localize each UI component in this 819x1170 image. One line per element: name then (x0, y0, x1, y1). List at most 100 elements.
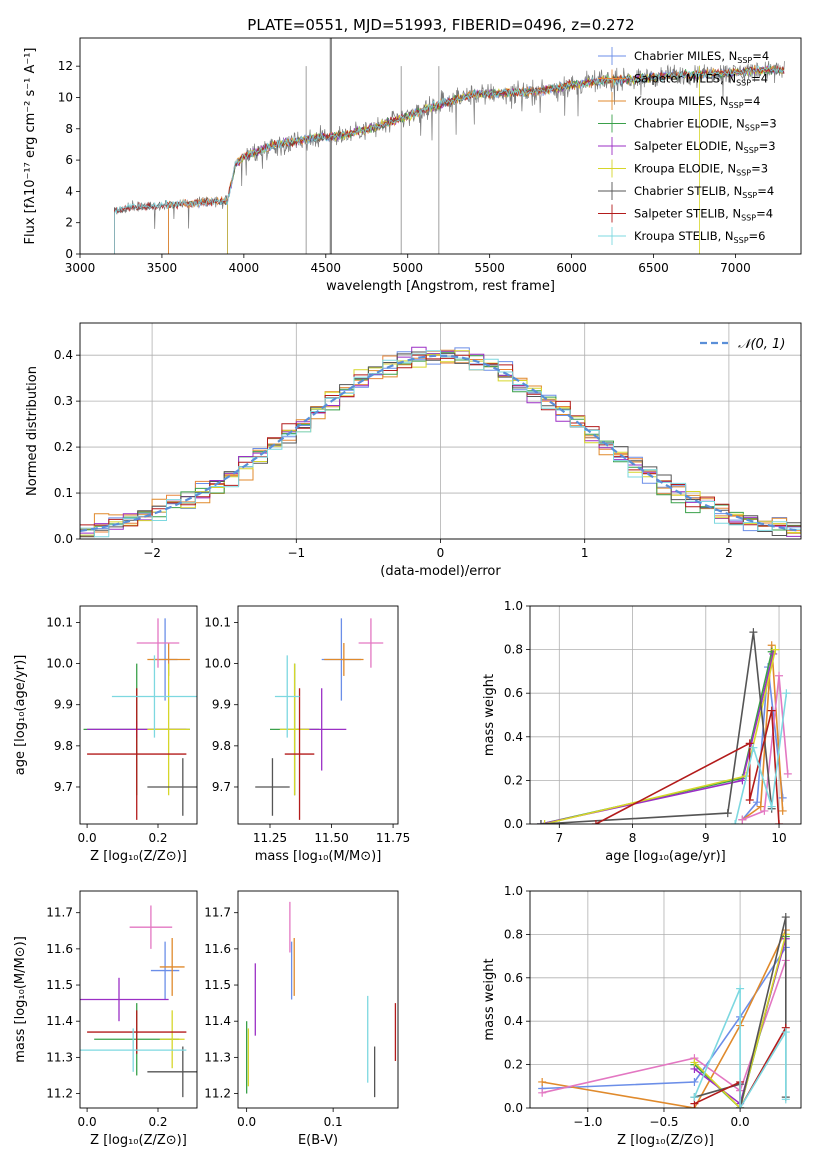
axes-frame (529, 890, 802, 1109)
y-tick-label: 10.1 (46, 615, 73, 629)
y-axis-label: mass [log₁₀(M/M⊙)] (13, 936, 28, 1063)
axes-frame (79, 605, 198, 825)
model-spectrum-line (114, 66, 785, 254)
y-tick-label: 0.0 (504, 817, 523, 831)
weight-line (542, 960, 787, 1094)
y-tick-label: 0.4 (504, 730, 523, 744)
x-tick-label: 11.75 (376, 831, 410, 845)
weight-line (693, 934, 787, 1108)
weight-marker (771, 645, 780, 654)
y-tick-label: 9.9 (54, 698, 73, 712)
legend-label: Salpeter ELODIE, NSSP=3 (634, 139, 776, 155)
y-tick-label: 11.5 (204, 978, 231, 992)
plot-area-age-weight (536, 628, 792, 824)
legend-label-subscript: SSP (734, 236, 749, 245)
weight-marker (536, 820, 545, 824)
weight-line (734, 693, 788, 824)
legend-label-text: Salpeter STELIB, N (634, 207, 741, 221)
x-tick-label: 0.0 (78, 1115, 97, 1129)
y-tick-label: 10.1 (204, 615, 231, 629)
axes-frame (79, 890, 198, 1109)
y-tick-label: 0 (65, 247, 73, 261)
weight-marker (538, 1077, 547, 1086)
panel-mass-age: 11.25 11.50 11.75 9.7 9.8 9.9 10.0 10.1 mass [lo… (204, 605, 410, 864)
x-axis-label: Z [log₁₀(Z/Z⊙)] (90, 849, 187, 864)
y-tick-label: 0.2 (504, 1058, 523, 1072)
y-tick-label: 1.0 (504, 884, 523, 898)
legend-label: Chabrier STELIB, NSSP=4 (634, 184, 774, 200)
legend-label-subscript: SSP (742, 191, 757, 200)
weight-line (742, 675, 789, 821)
axes-frame (237, 890, 399, 1109)
x-tick-label: −1.0 (573, 1115, 602, 1129)
y-tick-label: 6 (65, 153, 73, 167)
y-tick-label: 1.0 (504, 599, 523, 613)
model-spectrum-line (114, 65, 785, 254)
panel-residuals: −2 −1 0 1 2 0.0 0.1 0.2 0.3 0.4 (data-model)/error… (25, 322, 802, 579)
y-axis-label: age [log₁₀(age/yr)] (13, 655, 28, 776)
legend-label-value: =4 (751, 72, 768, 86)
legend-label-subscript: SSP (745, 124, 760, 133)
x-tick-label: 4500 (311, 261, 342, 275)
x-tick-label: 1 (581, 546, 589, 560)
x-tick-label: 11.50 (314, 831, 348, 845)
legend-label-subscript: SSP (741, 214, 756, 223)
x-tick-label: −2 (143, 546, 161, 560)
plot-area-mass-age (255, 618, 384, 820)
x-tick-label: −1 (287, 546, 305, 560)
legend-label-subscript: SSP (729, 101, 744, 110)
weight-marker (738, 815, 747, 824)
legend-label-text: Salpeter ELODIE, N (634, 139, 744, 153)
legend-label-text: Chabrier ELODIE, N (634, 117, 745, 131)
legend-label: Kroupa ELODIE, NSSP=3 (634, 162, 768, 178)
plot-area-Z-age (83, 618, 197, 820)
plot-area-EBV-mass (245, 901, 397, 1098)
legend-label-value: =6 (749, 229, 766, 243)
y-tick-label: 11.4 (204, 1014, 231, 1028)
legend-label-value: =4 (757, 184, 774, 198)
legend-label-text: Chabrier STELIB, N (634, 184, 742, 198)
x-axis-label: E(B-V) (298, 1133, 338, 1148)
weight-line (540, 632, 773, 824)
y-tick-label: 9.7 (212, 780, 231, 794)
x-axis-label: Z [log₁₀(Z/Z⊙)] (90, 1133, 187, 1148)
x-tick-label: 0.2 (148, 1115, 167, 1129)
weight-line (595, 710, 780, 824)
legend-label: Salpeter MILES, NSSP=4 (634, 72, 768, 88)
model-spectrum-line (114, 63, 785, 254)
legend-label-text: Salpeter MILES, N (634, 72, 736, 86)
panel-EBV-mass: 0.0 0.1 11.2 11.3 11.4 11.5 11.6 11.7 E(B-V) (204, 890, 399, 1148)
y-tick-label: 9.8 (212, 739, 231, 753)
panel-spectrum: 3000 3500 4000 4500 5000 5500 6000 6500 7000 0 2 4 6… (23, 37, 802, 294)
y-tick-label: 11.3 (204, 1050, 231, 1064)
x-tick-label: 6000 (556, 261, 587, 275)
y-tick-label: 12 (58, 59, 73, 73)
y-tick-label: 0.4 (504, 1014, 523, 1028)
legend-label-value: =4 (752, 49, 769, 63)
legend-label-subscript: SSP (736, 169, 751, 178)
y-axis-label: mass weight (482, 674, 497, 756)
weight-marker (690, 1077, 699, 1086)
y-tick-label: 10.0 (204, 657, 231, 671)
weight-marker (775, 671, 784, 680)
axes-frame (237, 605, 399, 825)
panel-Z-weight: −1.0 −0.5 0.0 0.0 0.2 0.4 0.6 0.8 1.0 Z [log₁₀(Z/… (482, 884, 802, 1148)
x-tick-label: 0.0 (78, 831, 97, 845)
panel-Z-mass: 0.0 0.2 11.2 11.3 11.4 11.5 11.6 11.7 Z [log₁₀(Z… (13, 890, 198, 1148)
weight-marker (745, 739, 754, 748)
legend-label-subscript: SSP (744, 146, 759, 155)
x-tick-label: 0 (437, 546, 445, 560)
legend-label-value: =3 (751, 162, 768, 176)
panel-age-weight: 7 8 9 10 0.0 0.2 0.4 0.6 0.8 1.0 age [log₁₀(age/yr… (482, 599, 802, 864)
y-tick-label: 11.7 (46, 906, 73, 920)
y-tick-label: 0.0 (504, 1101, 523, 1115)
weight-marker (778, 806, 787, 815)
y-tick-label: 0.1 (54, 486, 73, 500)
y-tick-label: 8 (65, 122, 73, 136)
x-axis-label: Z [log₁₀(Z/Z⊙)] (617, 1133, 714, 1148)
legend-label: Chabrier ELODIE, NSSP=3 (634, 117, 777, 133)
x-axis-label: mass [log₁₀(M/M⊙)] (255, 849, 382, 864)
y-axis-label: Flux [fλ10⁻¹⁷ erg cm⁻² s⁻¹ A⁻¹] (23, 48, 38, 245)
y-tick-label: 2 (65, 216, 73, 230)
